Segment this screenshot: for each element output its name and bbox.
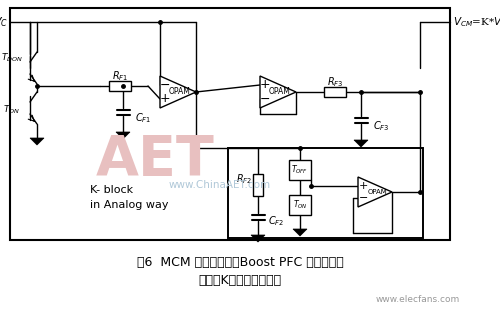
Polygon shape	[30, 138, 44, 145]
Text: $R_{F3}$: $R_{F3}$	[327, 75, 343, 89]
Text: AET: AET	[96, 133, 214, 187]
Text: www.ChinaAET.com: www.ChinaAET.com	[169, 180, 271, 190]
Text: $V_{CM}$=K*$V_C$: $V_{CM}$=K*$V_C$	[453, 15, 500, 29]
Text: in Analog way: in Analog way	[90, 200, 168, 210]
Polygon shape	[116, 132, 130, 139]
Bar	[10, 8, 450, 240]
Text: $C_{F2}$: $C_{F2}$	[268, 214, 284, 228]
Bar	[253, 174, 263, 196]
Text: $V_C$: $V_C$	[0, 15, 8, 29]
Bar	[289, 195, 311, 215]
Bar	[109, 81, 131, 91]
Text: $T_{ON}$: $T_{ON}$	[4, 104, 20, 116]
Polygon shape	[293, 229, 307, 236]
Text: 图6  MCM 工作模式下，Boost PFC 变换器实现: 图6 MCM 工作模式下，Boost PFC 变换器实现	[136, 255, 344, 268]
Text: $R_{F2}$: $R_{F2}$	[236, 172, 252, 186]
Text: −: −	[358, 193, 368, 203]
Text: −: −	[160, 78, 170, 91]
Text: $R_{F1}$: $R_{F1}$	[112, 69, 128, 83]
Text: OPAM: OPAM	[169, 88, 191, 96]
Text: +: +	[160, 93, 170, 106]
Text: OPAM: OPAM	[367, 189, 387, 195]
Text: +: +	[358, 181, 368, 191]
Text: +: +	[260, 78, 270, 91]
Text: K- block: K- block	[90, 185, 133, 195]
Text: −: −	[260, 93, 270, 106]
Text: www.elecfans.com: www.elecfans.com	[376, 295, 460, 305]
Polygon shape	[160, 76, 196, 108]
Bar	[324, 87, 346, 97]
Text: $C_{F1}$: $C_{F1}$	[135, 111, 152, 125]
Text: $T_{DON}$: $T_{DON}$	[1, 52, 23, 64]
Bar	[228, 148, 423, 238]
Text: OPAM: OPAM	[269, 88, 291, 96]
Polygon shape	[251, 235, 265, 242]
Bar	[289, 160, 311, 180]
Text: $C_{F3}$: $C_{F3}$	[373, 119, 390, 133]
Text: $T_{OFF}$: $T_{OFF}$	[292, 164, 308, 176]
Polygon shape	[260, 76, 296, 108]
Polygon shape	[358, 177, 392, 207]
Polygon shape	[354, 140, 368, 147]
Text: 调制器K模块的简化电路: 调制器K模块的简化电路	[198, 273, 281, 287]
Text: $T_{ON}$: $T_{ON}$	[292, 199, 308, 211]
